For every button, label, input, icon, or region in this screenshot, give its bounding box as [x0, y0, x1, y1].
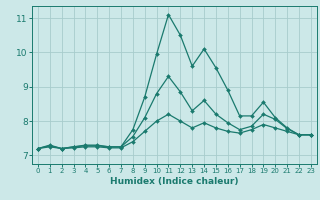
X-axis label: Humidex (Indice chaleur): Humidex (Indice chaleur): [110, 177, 239, 186]
